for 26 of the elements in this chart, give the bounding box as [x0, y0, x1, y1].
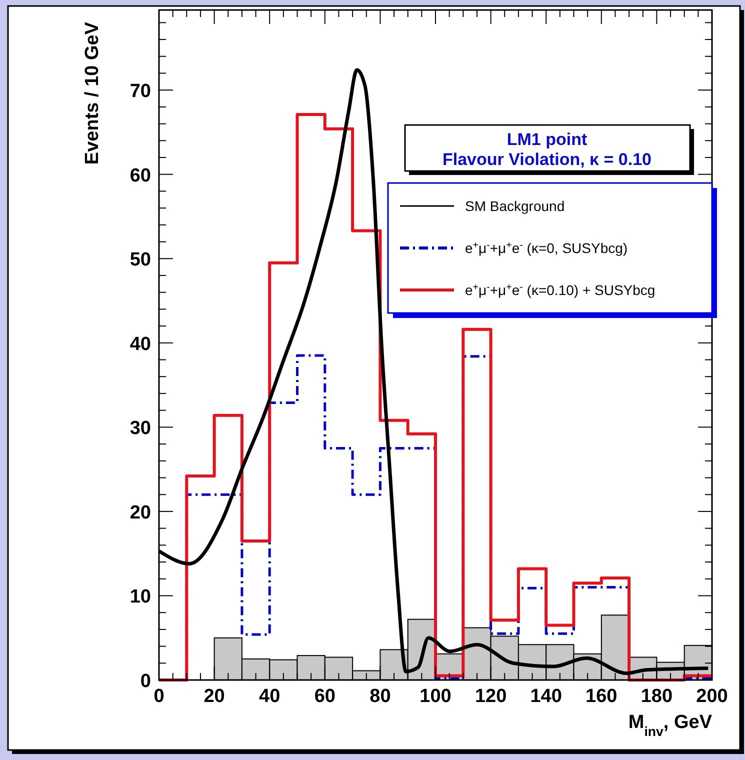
- annotation: LM1 point: [506, 130, 588, 149]
- x-tick-label: 80: [370, 686, 391, 707]
- x-tick-label: 60: [314, 686, 336, 707]
- text: e$^{+}$μ$^{-}$+μ$^{+}$e$^{-}$ (κ=0.10) + SUSYbcg: [465, 282, 656, 298]
- y-tick-label: 50: [130, 250, 151, 271]
- annotation: Flavour Violation, κ = 0.10: [442, 150, 652, 169]
- y-tick-label: 30: [130, 418, 151, 440]
- x-tick-label: 100: [420, 686, 452, 707]
- x-tick-label: 140: [530, 686, 562, 707]
- x-tick-label: 200: [696, 686, 728, 707]
- x-tick-label: 20: [204, 686, 225, 707]
- text: e$^{+}$μ$^{-}$+μ$^{+}$e$^{-}$ (κ=0, SUSYbcg): [465, 240, 628, 256]
- x-axis-title: M$_{inv}$, GeV: [628, 712, 712, 738]
- x-tick-label: 160: [586, 686, 618, 707]
- y-tick-label: 10: [130, 586, 151, 608]
- y-tick-label: 20: [130, 502, 151, 524]
- x-tick-label: 120: [474, 686, 507, 707]
- legend-label: SM Background: [465, 198, 565, 214]
- y-tick-label: 60: [130, 165, 151, 186]
- y-axis-title: Events / 10 GeV: [82, 22, 103, 165]
- x-tick-label: 40: [259, 686, 280, 707]
- y-tick-label: 40: [130, 334, 151, 355]
- x-tick-label: 0: [154, 686, 164, 707]
- y-tick-label: 70: [130, 81, 151, 102]
- y-tick-label: 0: [140, 671, 151, 692]
- x-tick-label: 180: [640, 686, 673, 707]
